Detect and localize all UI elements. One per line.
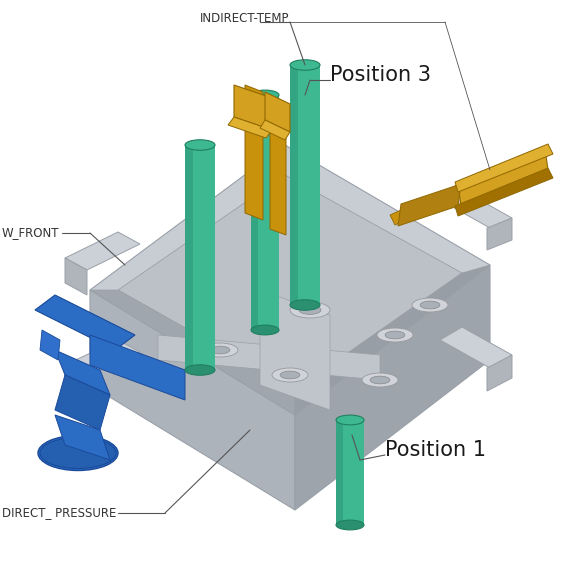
Polygon shape [90,145,490,415]
Ellipse shape [385,331,405,339]
Ellipse shape [38,435,118,470]
Polygon shape [251,95,279,330]
Polygon shape [455,144,553,192]
Ellipse shape [290,60,320,70]
Polygon shape [295,265,490,510]
Polygon shape [290,65,298,305]
Polygon shape [90,290,295,510]
Polygon shape [440,190,512,228]
Polygon shape [90,335,185,400]
Polygon shape [65,258,87,295]
Ellipse shape [377,328,413,342]
Polygon shape [390,148,545,225]
Ellipse shape [290,300,320,310]
Polygon shape [398,184,461,226]
Polygon shape [55,350,110,395]
Ellipse shape [280,371,300,379]
Ellipse shape [272,368,308,382]
Polygon shape [487,355,512,391]
Polygon shape [455,168,553,216]
Ellipse shape [210,346,230,354]
Polygon shape [65,340,140,377]
Polygon shape [440,327,512,368]
Polygon shape [90,290,295,415]
Ellipse shape [251,325,279,335]
Polygon shape [158,335,380,380]
Ellipse shape [185,365,215,375]
Polygon shape [251,95,258,330]
Ellipse shape [202,343,238,357]
Polygon shape [245,85,263,220]
Polygon shape [118,175,462,390]
Polygon shape [487,218,512,250]
Polygon shape [336,420,343,525]
Polygon shape [65,232,140,270]
Text: W_FRONT: W_FRONT [2,226,59,239]
Ellipse shape [362,373,398,387]
Ellipse shape [185,140,215,150]
Polygon shape [55,375,110,430]
Polygon shape [295,265,490,415]
Ellipse shape [251,90,279,100]
Polygon shape [270,98,286,235]
Polygon shape [35,295,135,350]
Text: Position 1: Position 1 [385,440,486,460]
Polygon shape [260,120,290,140]
Polygon shape [55,415,110,460]
Polygon shape [228,117,272,138]
Polygon shape [234,85,272,130]
Polygon shape [265,92,290,132]
Text: INDIRECT-TEMP: INDIRECT-TEMP [200,11,290,25]
Text: DIRECT_ PRESSURE: DIRECT_ PRESSURE [2,507,116,519]
Polygon shape [260,290,330,410]
Polygon shape [65,365,87,400]
Polygon shape [40,330,60,360]
Polygon shape [185,145,193,370]
Text: Position 3: Position 3 [330,65,431,85]
Polygon shape [185,145,215,370]
Polygon shape [458,148,548,206]
Polygon shape [336,420,364,525]
Ellipse shape [336,520,364,530]
Ellipse shape [336,415,364,425]
Ellipse shape [299,306,321,315]
Ellipse shape [370,376,390,384]
Polygon shape [290,65,320,305]
Ellipse shape [412,298,448,312]
Ellipse shape [420,301,440,309]
Ellipse shape [40,438,116,469]
Ellipse shape [290,302,330,318]
